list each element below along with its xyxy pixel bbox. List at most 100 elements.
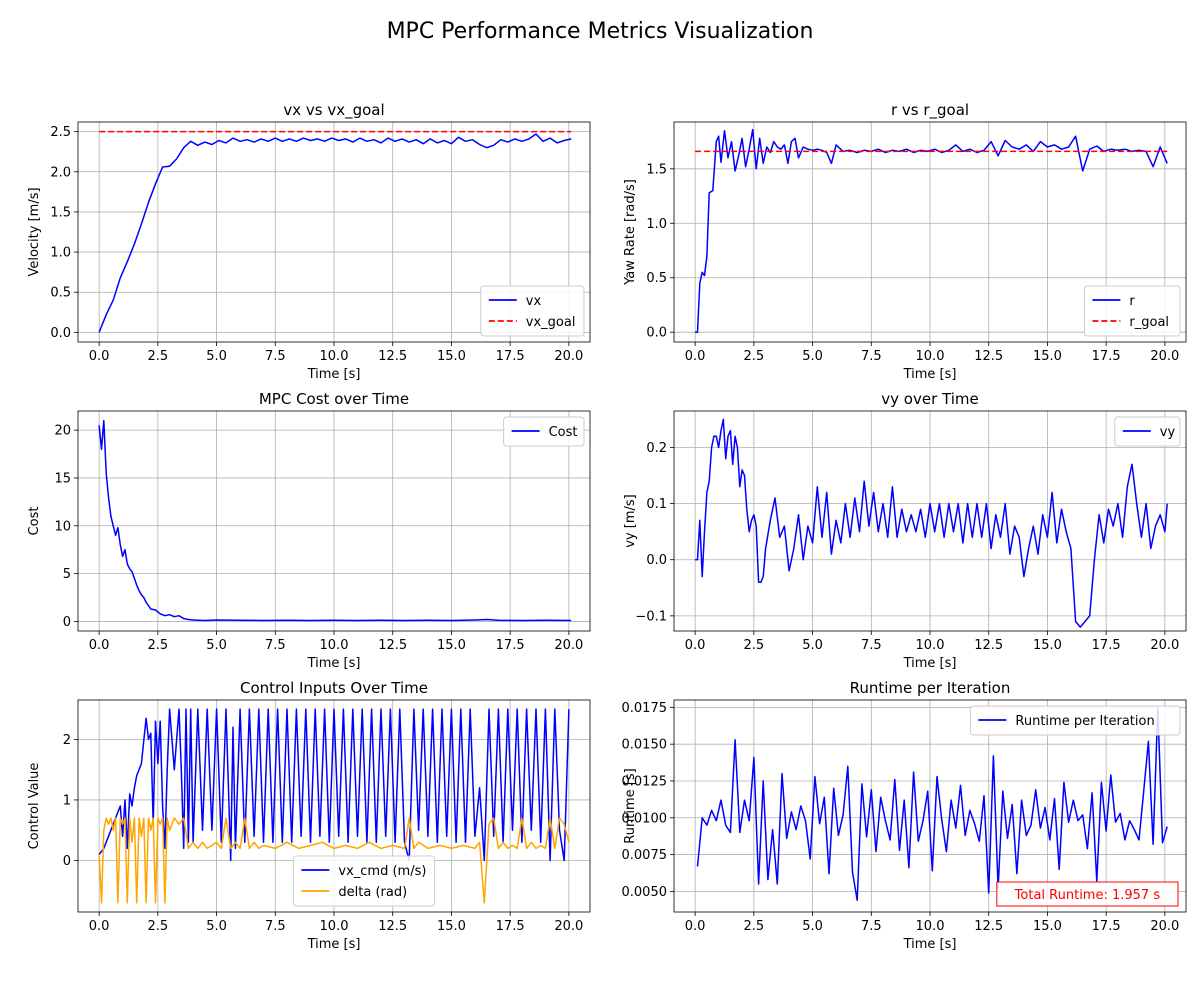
x-tick-label: 5.0 <box>802 919 823 934</box>
series-line-delta-rad- <box>98 817 570 904</box>
x-tick-label: 12.5 <box>974 638 1003 653</box>
chart-panel-5: 0.0 2.5 5.0 7.5 10.0 12.5 15.0 17.5 20.0 0 1 2 Contr… <box>27 679 591 952</box>
chart-title: vy over Time <box>881 390 978 408</box>
legend: Cost <box>503 416 585 447</box>
y-tick-label: 0.0050 <box>622 885 668 900</box>
y-tick-label: 0.0125 <box>622 774 668 789</box>
legend: r r_goal <box>1083 285 1181 337</box>
legend-box <box>480 285 585 337</box>
x-tick-label: 12.5 <box>378 638 407 653</box>
x-tick-label: 15.0 <box>1033 349 1062 364</box>
x-tick-label: 10.0 <box>320 919 349 934</box>
y-tick-label: 0.1 <box>646 497 667 512</box>
x-tick-label: 2.5 <box>148 919 169 934</box>
legend-label: r <box>1129 294 1135 309</box>
x-axis-label: Time [s] <box>307 937 361 952</box>
x-tick-label: 2.5 <box>744 349 765 364</box>
y-axis-label: Control Value <box>27 763 42 850</box>
series-line-cost <box>98 419 572 622</box>
legend-box <box>969 705 1181 736</box>
x-tick-label: 12.5 <box>378 919 407 934</box>
y-tick-label: 5 <box>63 567 71 582</box>
x-axis-label: Time [s] <box>903 367 957 382</box>
x-tick-label: 15.0 <box>437 349 466 364</box>
x-tick-label: 7.5 <box>265 349 286 364</box>
x-tick-label: 0.0 <box>685 638 706 653</box>
y-tick-label: 0.5 <box>646 271 667 286</box>
y-tick-label: 0.0150 <box>622 738 668 753</box>
y-tick-label: 2 <box>63 733 71 748</box>
y-axis-label: Runtime [s] <box>623 768 638 843</box>
x-tick-label: 5.0 <box>802 638 823 653</box>
y-tick-label: 1.0 <box>646 217 667 232</box>
chart-title: MPC Cost over Time <box>259 390 409 408</box>
x-tick-label: 20.0 <box>554 919 583 934</box>
x-tick-label: 7.5 <box>861 919 882 934</box>
legend-label: Runtime per Iteration <box>1015 714 1154 729</box>
legend-label: vx <box>526 294 542 309</box>
x-tick-label: 20.0 <box>554 349 583 364</box>
x-tick-label: 15.0 <box>437 919 466 934</box>
y-tick-label: 1 <box>63 793 71 808</box>
x-tick-label: 5.0 <box>206 919 227 934</box>
y-tick-label: 0.0075 <box>622 848 668 863</box>
series-group <box>98 130 572 333</box>
x-tick-label: 17.5 <box>1092 638 1121 653</box>
y-tick-label: 15 <box>54 471 71 486</box>
x-tick-label: 17.5 <box>496 349 525 364</box>
series-group <box>695 128 1168 333</box>
x-tick-label: 17.5 <box>496 638 525 653</box>
x-tick-label: 5.0 <box>206 349 227 364</box>
x-tick-label: 0.0 <box>685 349 706 364</box>
x-tick-label: 10.0 <box>916 638 945 653</box>
chart-panel-4: 0.0 2.5 5.0 7.5 10.0 12.5 15.0 17.5 20.0 −0.1 0.0 0… <box>623 390 1187 671</box>
x-tick-label: 0.0 <box>89 638 110 653</box>
y-tick-label: 1.0 <box>50 246 71 261</box>
series-line-vx <box>98 133 572 333</box>
x-tick-label: 0.0 <box>89 349 110 364</box>
x-tick-label: 2.5 <box>744 919 765 934</box>
legend-box <box>1083 285 1181 337</box>
legend-box <box>292 855 436 907</box>
annotation-text: Total Runtime: 1.957 s <box>1014 888 1161 903</box>
x-tick-label: 2.5 <box>744 638 765 653</box>
x-tick-label: 10.0 <box>320 349 349 364</box>
legend-label: r_goal <box>1129 315 1169 330</box>
y-tick-label: 1.5 <box>50 205 71 220</box>
x-tick-label: 7.5 <box>861 349 882 364</box>
x-tick-label: 10.0 <box>916 349 945 364</box>
x-tick-label: 12.5 <box>974 919 1003 934</box>
y-tick-label: 0.0 <box>646 553 667 568</box>
chart-title: Control Inputs Over Time <box>240 679 428 697</box>
y-tick-label: 0.2 <box>646 441 667 456</box>
series-line-vy <box>695 418 1168 628</box>
x-tick-label: 15.0 <box>1033 919 1062 934</box>
y-tick-label: 0 <box>63 854 71 869</box>
chart-panel-1: 0.0 2.5 5.0 7.5 10.0 12.5 15.0 17.5 20.0 0.0 0.5 1.… <box>27 101 591 382</box>
legend-label: delta (rad) <box>338 885 407 900</box>
legend-label: vy <box>1160 425 1176 440</box>
y-tick-label: 0.0 <box>50 326 71 341</box>
x-tick-label: 20.0 <box>554 638 583 653</box>
y-tick-label: 2.0 <box>50 165 71 180</box>
x-tick-label: 5.0 <box>802 349 823 364</box>
x-tick-label: 2.5 <box>148 349 169 364</box>
legend: Runtime per Iteration <box>969 705 1181 736</box>
y-tick-label: −0.1 <box>635 609 667 624</box>
y-tick-label: 0.5 <box>50 286 71 301</box>
x-tick-label: 17.5 <box>496 919 525 934</box>
x-tick-label: 2.5 <box>148 638 169 653</box>
x-tick-label: 7.5 <box>265 638 286 653</box>
figure-title: MPC Performance Metrics Visualization <box>387 19 814 44</box>
y-tick-label: 1.5 <box>646 162 667 177</box>
x-tick-label: 12.5 <box>974 349 1003 364</box>
chart-panel-3: 0.0 2.5 5.0 7.5 10.0 12.5 15.0 17.5 20.0 0 5 10 15 20… <box>27 390 591 671</box>
series-group <box>98 419 572 622</box>
x-tick-label: 20.0 <box>1150 349 1179 364</box>
y-tick-label: 20 <box>54 424 71 439</box>
annotation-box <box>996 881 1179 907</box>
x-tick-label: 10.0 <box>320 638 349 653</box>
x-tick-label: 15.0 <box>1033 638 1062 653</box>
x-axis-label: Time [s] <box>903 656 957 671</box>
x-tick-label: 5.0 <box>206 638 227 653</box>
